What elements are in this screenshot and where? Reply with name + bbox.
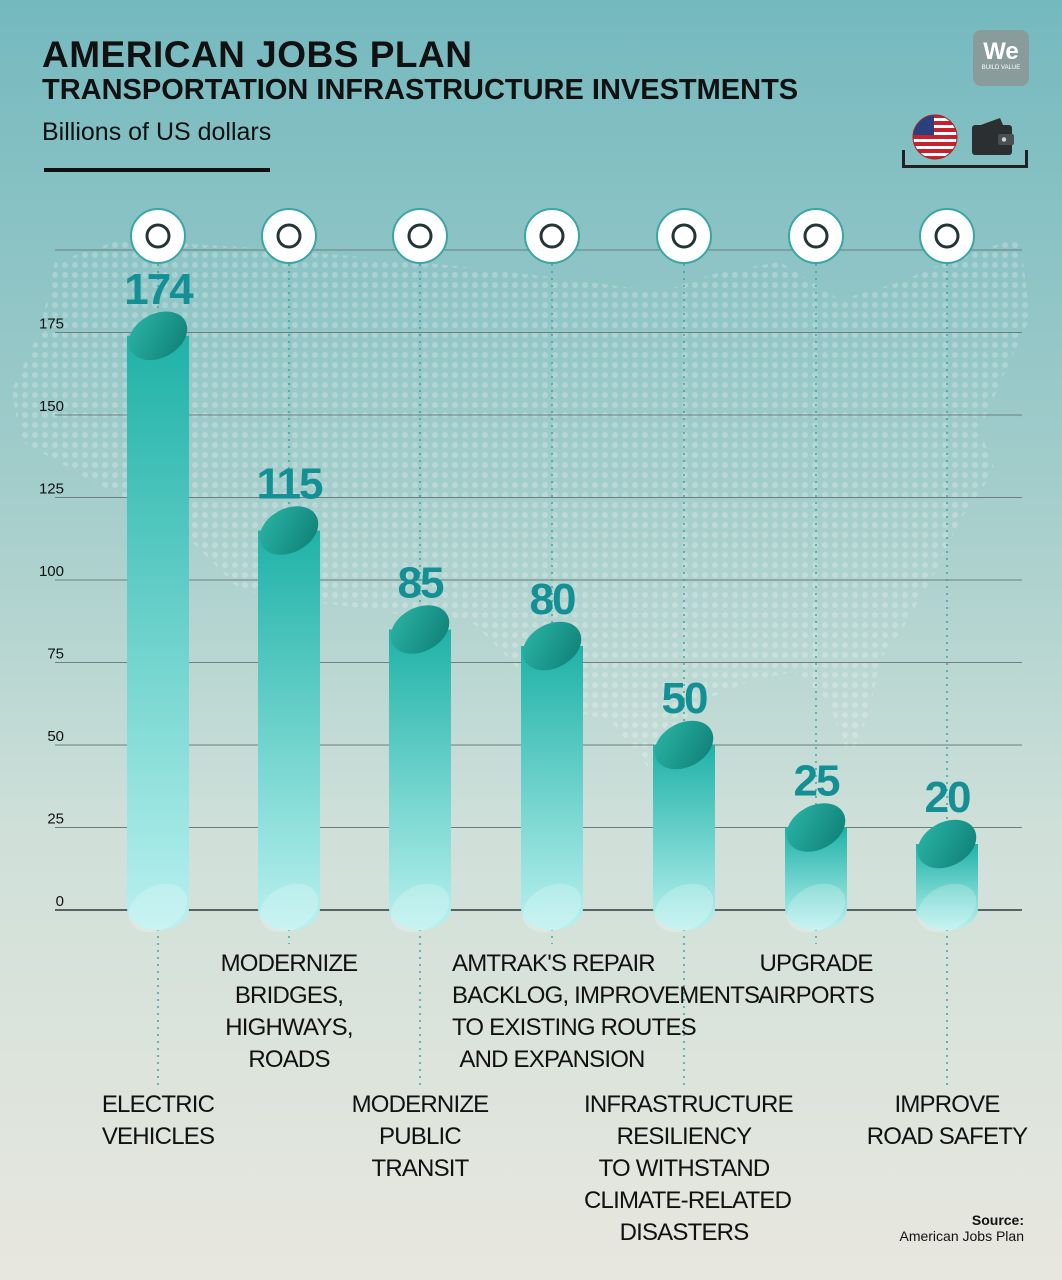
value-label-2: 115 xyxy=(257,460,324,509)
bar-base-4 xyxy=(522,883,582,933)
value-labels: 174 115 85 80 50 25 20 xyxy=(124,265,972,822)
y-axis-ticks: 0 25 50 75 100 125 150 175 xyxy=(39,316,64,911)
y-tick-175: 175 xyxy=(39,316,64,333)
category-label-line: BACKLOG, IMPROVEMENTS xyxy=(452,982,760,1009)
cracked-building-icon xyxy=(656,208,712,264)
category-label-line: INFRASTRUCTURE xyxy=(584,1091,794,1118)
value-label-5: 50 xyxy=(662,674,707,723)
y-tick-100: 100 xyxy=(39,563,64,580)
bar-cap-2 xyxy=(259,506,319,555)
bar-7 xyxy=(916,819,978,933)
bar-3 xyxy=(389,605,451,933)
chart-subtitle: TRANSPORTATION INFRASTRUCTURE INVESTMENT… xyxy=(42,74,799,106)
category-label-line: DISASTERS xyxy=(619,1219,750,1246)
bar-body-4 xyxy=(521,646,583,930)
bar-cap-7 xyxy=(917,819,977,869)
icons-bracket xyxy=(902,150,1028,168)
source-text: American Jobs Plan xyxy=(899,1228,1024,1244)
y-tick-0: 0 xyxy=(56,893,64,910)
bar-base-6 xyxy=(786,883,846,933)
guide-lines xyxy=(157,264,948,1085)
bar-cap-3 xyxy=(390,605,450,654)
category-label-line: IMPROVE xyxy=(894,1091,1000,1118)
category-label-line: AND EXPANSION xyxy=(459,1046,645,1073)
y-tick-75: 75 xyxy=(47,646,64,663)
value-label-6: 25 xyxy=(794,757,840,806)
bar-cap-1 xyxy=(128,311,188,361)
bar-cap-5 xyxy=(654,720,714,770)
category-label-7: IMPROVE ROAD SAFETY xyxy=(847,1089,1047,1153)
category-label-1: ELECTRIC VEHICLES xyxy=(58,1089,258,1153)
bar-6 xyxy=(785,803,847,933)
category-label-4: AMTRAK'S REPAIR BACKLOG, IMPROVEMENTS TO E… xyxy=(452,948,760,1076)
category-label-line: TO WITHSTAND xyxy=(598,1155,771,1182)
title-underline xyxy=(44,168,270,172)
us-flag-icon xyxy=(912,114,958,160)
railway-tunnel-icon xyxy=(524,208,580,264)
category-label-line: ELECTRIC xyxy=(101,1091,215,1118)
electric-car-icon xyxy=(130,208,186,264)
category-label-line: AMTRAK'S REPAIR xyxy=(452,950,656,977)
category-label-line: BRIDGES, xyxy=(234,982,344,1009)
pedestrian-icon xyxy=(919,208,975,264)
category-label-line: TRANSIT xyxy=(371,1155,469,1182)
category-label-line: CLIMATE-RELATED xyxy=(584,1187,792,1214)
value-label-3: 85 xyxy=(398,559,444,608)
bar-body-5 xyxy=(653,745,715,930)
source-label: Source: xyxy=(971,1212,1024,1228)
bar-body-3 xyxy=(389,629,451,930)
category-label-3: MODERNIZE PUBLIC TRANSIT xyxy=(320,1089,520,1185)
bar-base-3 xyxy=(390,883,450,933)
bar-cap-6 xyxy=(786,803,846,852)
category-label-line: ROAD SAFETY xyxy=(866,1123,1028,1150)
bar-1 xyxy=(127,311,189,933)
usa-dot-map xyxy=(12,238,1030,770)
chart-title: AMERICAN JOBS PLAN xyxy=(42,34,473,75)
logo: We BUILD VALUE xyxy=(973,30,1029,86)
category-label-6: UPGRADE AIRPORTS xyxy=(716,948,916,1012)
units-label: Billions of US dollars xyxy=(42,118,272,146)
category-label-line: ROADS xyxy=(248,1046,330,1073)
bar-base-7 xyxy=(917,883,977,933)
category-label-line: UPGRADE xyxy=(759,950,873,977)
wallet-icon xyxy=(972,118,1014,155)
bus-icon xyxy=(392,208,448,264)
bar-base-2 xyxy=(259,883,319,933)
logo-tagline: BUILD VALUE xyxy=(981,65,1021,71)
category-label-line: MODERNIZE xyxy=(220,950,359,977)
bar-5 xyxy=(653,720,715,933)
y-tick-125: 125 xyxy=(39,481,64,498)
bar-body-2 xyxy=(258,530,320,930)
logo-main: We xyxy=(983,38,1019,65)
y-tick-50: 50 xyxy=(47,728,64,745)
bar-body-6 xyxy=(785,827,847,930)
category-label-line: AIRPORTS xyxy=(758,982,875,1009)
category-label-line: VEHICLES xyxy=(101,1123,215,1150)
y-tick-150: 150 xyxy=(39,398,64,415)
category-label-5: INFRASTRUCTURE RESILIENCY TO WITHSTAND CLIM… xyxy=(584,1089,794,1249)
y-tick-25: 25 xyxy=(47,811,64,828)
highway-icon xyxy=(261,208,317,264)
bar-base-1 xyxy=(128,883,188,933)
value-label-4: 80 xyxy=(530,575,575,624)
bar-cap-4 xyxy=(522,621,582,671)
category-label-line: PUBLIC xyxy=(379,1123,462,1150)
category-label-line: TO EXISTING ROUTES xyxy=(452,1014,697,1041)
bar-4 xyxy=(521,621,583,933)
category-label-line: HIGHWAYS, xyxy=(225,1014,353,1041)
category-label-2: MODERNIZE BRIDGES, HIGHWAYS, ROADS xyxy=(189,948,389,1076)
category-label-line: RESILIENCY xyxy=(616,1123,753,1150)
bars xyxy=(127,311,978,933)
bar-base-5 xyxy=(654,883,714,933)
value-label-1: 174 xyxy=(124,265,194,314)
category-label-line: MODERNIZE xyxy=(351,1091,490,1118)
category-icons xyxy=(130,208,975,264)
bar-2 xyxy=(258,506,320,933)
value-label-7: 20 xyxy=(925,773,970,822)
airplane-icon xyxy=(788,208,844,264)
bar-body-1 xyxy=(127,335,189,930)
source-note: Source: American Jobs Plan xyxy=(899,1212,1024,1244)
